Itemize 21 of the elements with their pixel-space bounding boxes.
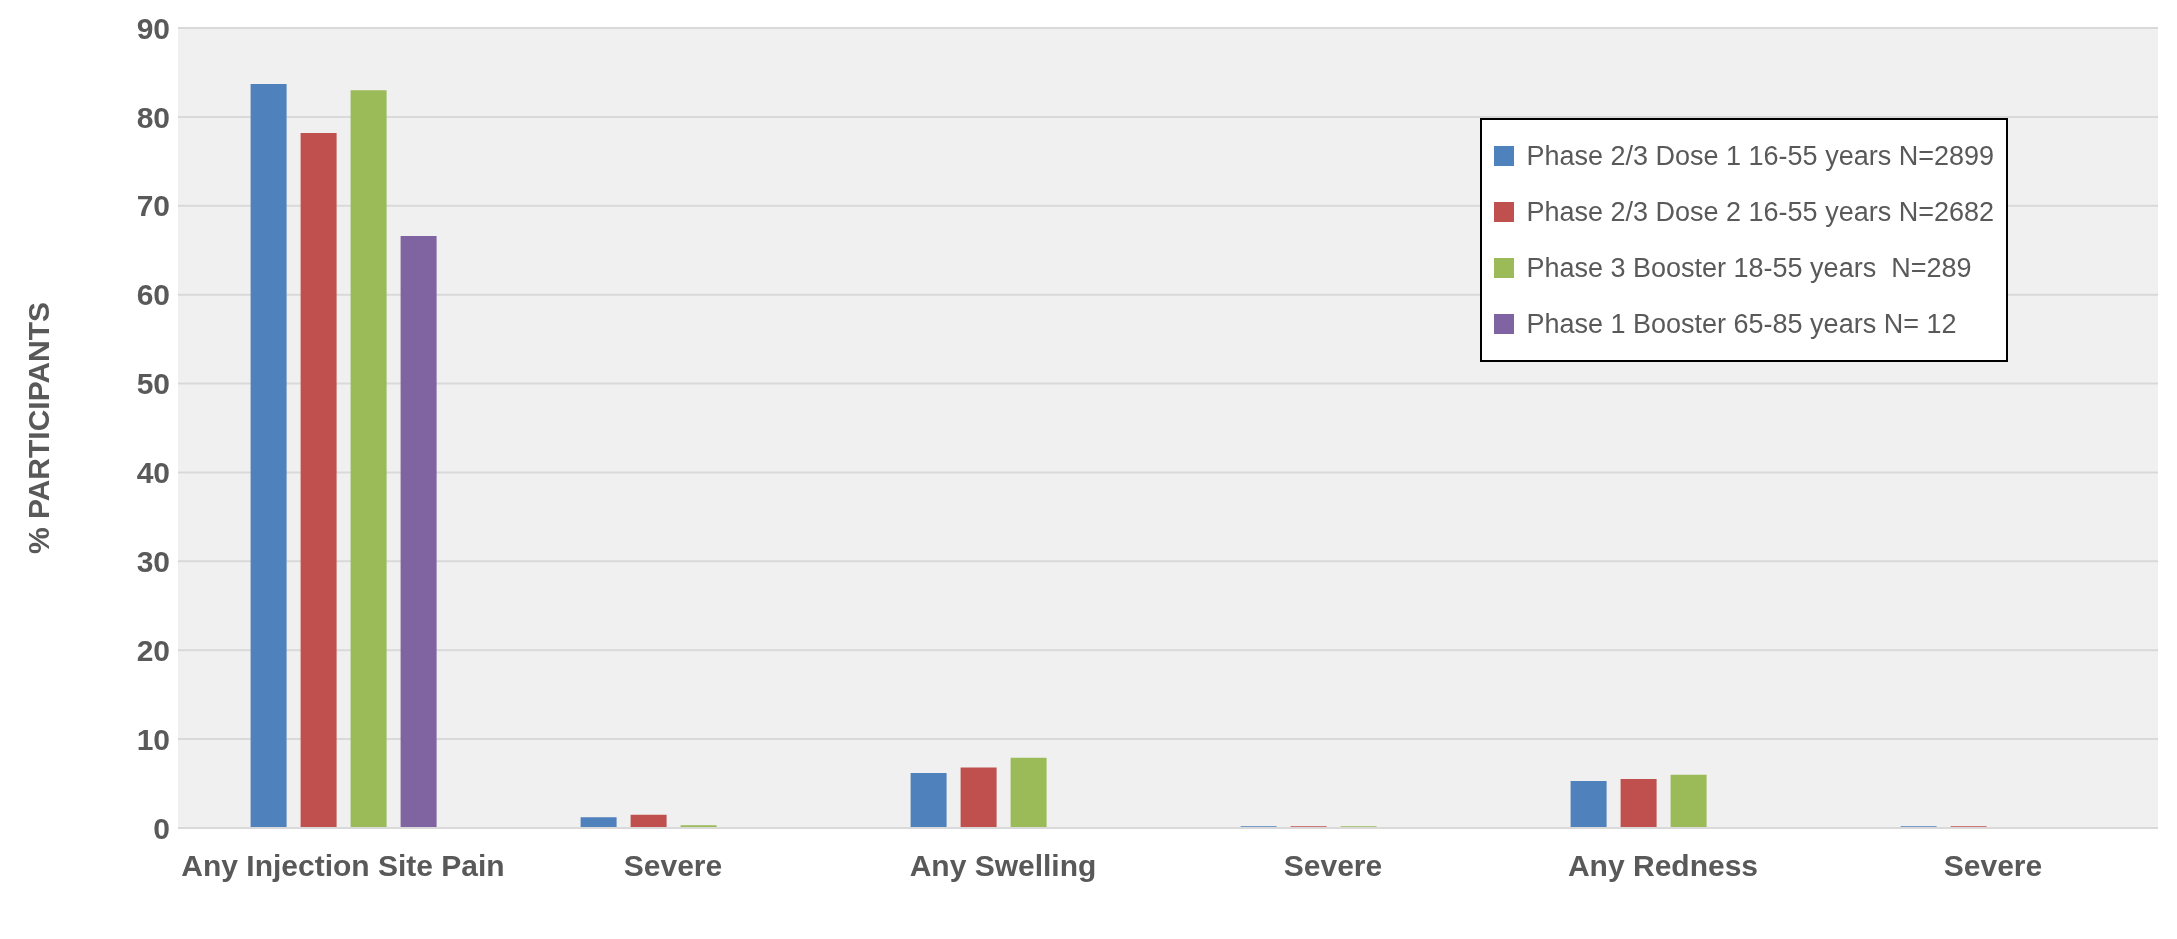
x-tick-label: Severe bbox=[1943, 849, 2043, 882]
y-axis-title: % PARTICIPANTS bbox=[21, 301, 55, 555]
y-tick-label: 10 bbox=[136, 722, 170, 756]
legend-label: Phase 3 Booster 18-55 years N=289 bbox=[1525, 252, 1973, 285]
y-tick-label: 60 bbox=[136, 278, 170, 312]
x-tick-label: Severe bbox=[1283, 849, 1383, 882]
y-tick-label: 70 bbox=[136, 189, 170, 223]
y-tick-label: 90 bbox=[136, 11, 170, 45]
legend-label: Phase 2/3 Dose 1 16-55 years N=2899 bbox=[1525, 140, 1994, 173]
y-tick-label: 30 bbox=[136, 544, 170, 578]
y-tick-label: 40 bbox=[136, 456, 170, 490]
x-tick-label: Any Swelling bbox=[909, 849, 1097, 882]
y-tick-label: 50 bbox=[136, 367, 170, 401]
legend-label: Phase 1 Booster 65-85 years N= 12 bbox=[1525, 308, 1958, 341]
x-tick-label: Any Injection Site Pain bbox=[181, 849, 505, 882]
y-tick-label: 80 bbox=[136, 100, 170, 134]
y-tick-label: 20 bbox=[136, 633, 170, 667]
legend-label: Phase 2/3 Dose 2 16-55 years N=2682 bbox=[1525, 196, 1994, 229]
y-tick-label: 0 bbox=[153, 811, 170, 845]
x-tick-label: Severe bbox=[623, 849, 723, 882]
x-tick-label: Any Redness bbox=[1567, 849, 1759, 882]
